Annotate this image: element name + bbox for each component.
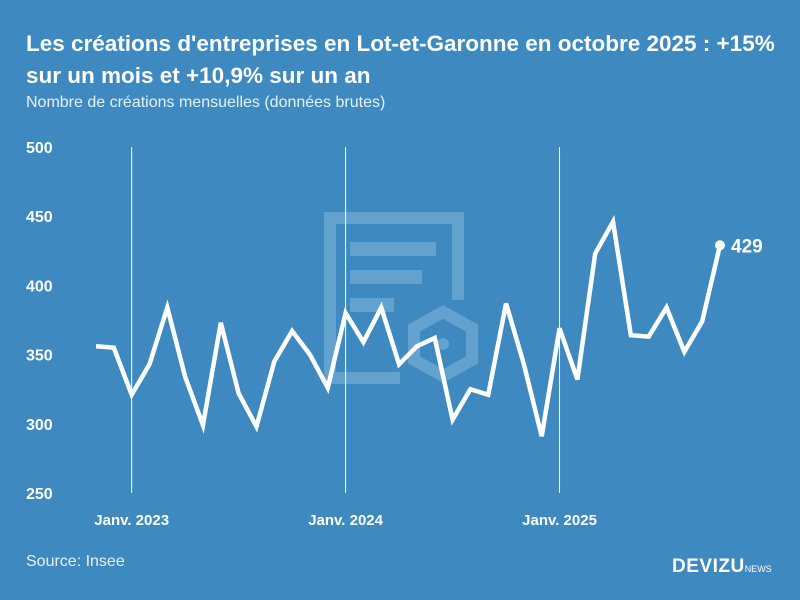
y-tick-label: 450: [26, 209, 53, 226]
brand-name: DEVIZU: [672, 556, 745, 577]
chart-title: Les créations d'entreprises en Lot-et-Ga…: [26, 31, 775, 88]
last-value-label: 429: [731, 236, 763, 257]
y-tick-label: 400: [26, 278, 53, 295]
last-point-marker: [715, 240, 725, 251]
watermark-logo-icon: [324, 212, 478, 384]
y-tick-label: 250: [26, 486, 53, 503]
y-tick-label: 300: [26, 417, 53, 434]
y-tick-label: 350: [26, 348, 53, 365]
x-tick-label: Janv. 2024: [308, 512, 383, 529]
x-tick-label: Janv. 2025: [522, 512, 597, 529]
source-note: Source: Insee: [26, 553, 125, 570]
y-tick-label: 500: [26, 140, 53, 157]
x-tick-label: Janv. 2023: [94, 512, 169, 529]
series-line: [95, 214, 723, 437]
brand-suffix: NEWS: [744, 564, 772, 574]
brand-logo: DEVIZUNEWS: [672, 556, 772, 578]
chart-subtitle: Nombre de créations mensuelles (données …: [26, 94, 386, 111]
